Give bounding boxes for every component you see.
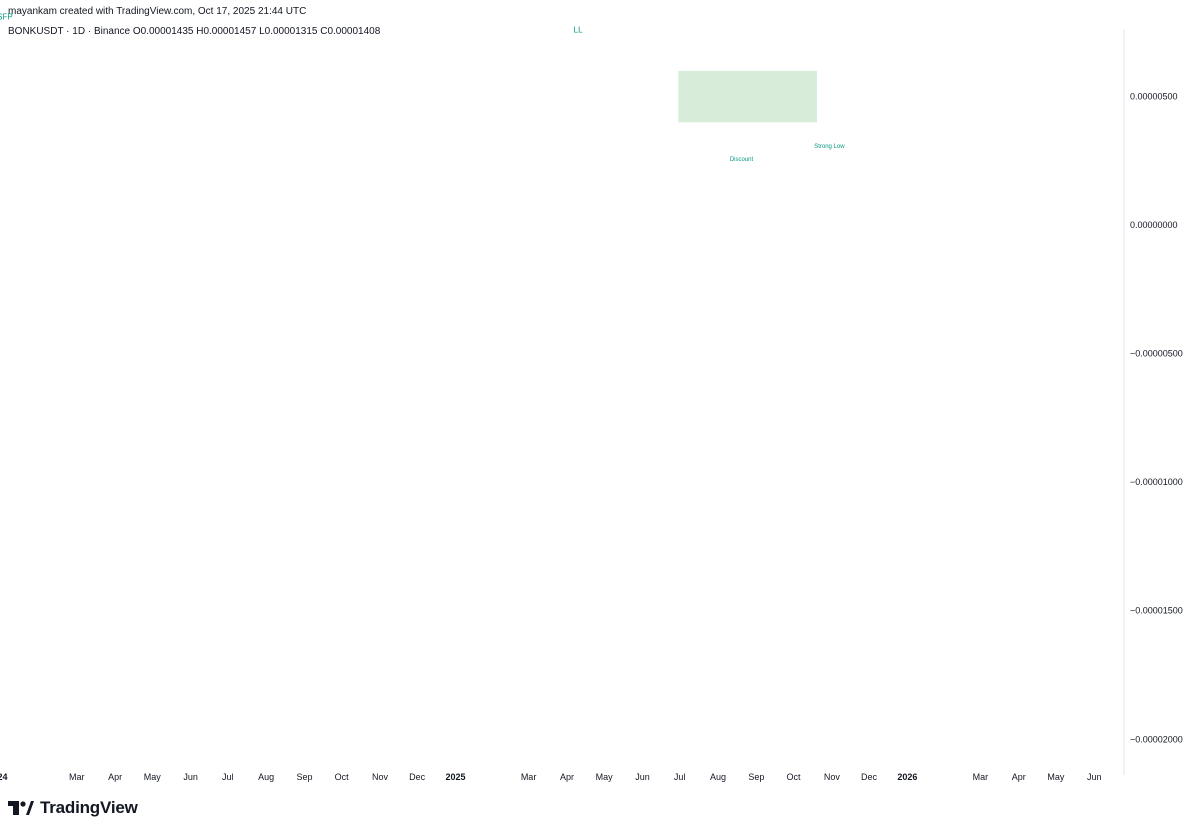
- x-tick-label: Dec: [409, 772, 426, 782]
- x-tick-label: May: [596, 772, 614, 782]
- credit-line: mayankam created with TradingView.com, O…: [8, 6, 307, 17]
- x-tick-label: 2026: [897, 772, 917, 782]
- x-tick-label: Apr: [1012, 772, 1026, 782]
- x-tick-label: Aug: [710, 772, 726, 782]
- tradingview-logo[interactable]: TradingView: [8, 798, 138, 818]
- annotation-label: SFP: [0, 12, 13, 21]
- x-tick-label: Mar: [69, 772, 85, 782]
- annotation-label: Strong Low: [814, 144, 845, 150]
- x-tick-label: Apr: [108, 772, 122, 782]
- y-tick-label: −0.00001500: [1130, 606, 1183, 616]
- x-tick-label: Jun: [183, 772, 198, 782]
- x-tick-label: Dec: [861, 772, 878, 782]
- tradingview-logo-icon: [8, 801, 34, 815]
- zone-demand: [678, 70, 818, 123]
- y-tick-label: −0.00001000: [1130, 477, 1183, 487]
- x-tick-label: Jun: [1087, 772, 1102, 782]
- x-tick-label: Nov: [824, 772, 841, 782]
- x-tick-label: Aug: [258, 772, 274, 782]
- annotation-label: LL: [574, 25, 583, 34]
- x-tick-label: 24: [0, 772, 7, 782]
- y-tick-label: −0.00002000: [1130, 734, 1183, 744]
- x-tick-label: Nov: [372, 772, 389, 782]
- y-tick-label: −0.00000500: [1130, 349, 1183, 359]
- annotation-label: Discount: [730, 157, 754, 163]
- x-tick-label: 2025: [446, 772, 466, 782]
- y-tick-label: 0.00000500: [1130, 92, 1178, 102]
- x-tick-label: Jul: [674, 772, 686, 782]
- tradingview-logo-text: TradingView: [40, 798, 138, 817]
- x-tick-label: Jul: [222, 772, 234, 782]
- x-tick-label: Apr: [560, 772, 574, 782]
- symbol-ohlc-line: BONKUSDT · 1D · Binance O0.00001435 H0.0…: [8, 26, 381, 37]
- x-tick-label: Jun: [635, 772, 650, 782]
- x-tick-label: Sep: [297, 772, 313, 782]
- y-tick-label: 0.00000000: [1130, 220, 1178, 230]
- x-tick-label: May: [144, 772, 162, 782]
- x-tick-label: Oct: [335, 772, 350, 782]
- x-tick-label: Mar: [973, 772, 989, 782]
- x-tick-label: Oct: [786, 772, 801, 782]
- x-tick-label: Sep: [748, 772, 764, 782]
- x-tick-label: Mar: [521, 772, 537, 782]
- plot-area: [0, 40, 1124, 765]
- x-tick-label: May: [1047, 772, 1065, 782]
